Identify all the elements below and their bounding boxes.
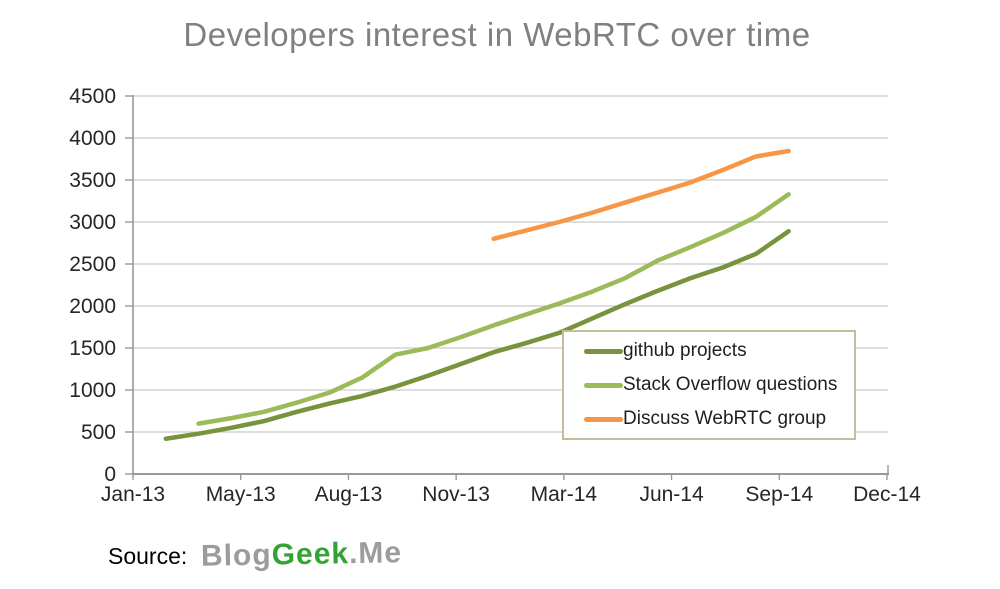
y-tick-label: 3500 bbox=[69, 169, 116, 192]
series-line-github-projects bbox=[163, 228, 791, 441]
legend-item-github-projects: github projects bbox=[584, 340, 854, 362]
series-line-stack-overflow-questions bbox=[196, 192, 791, 426]
y-tick-label: 4000 bbox=[69, 127, 116, 150]
series-line-discuss-webrtc-group bbox=[491, 148, 791, 242]
x-tick-label: Jun-14 bbox=[639, 483, 704, 506]
y-tick-label: 1000 bbox=[69, 379, 116, 402]
logo-part-blog: Blog bbox=[200, 538, 273, 573]
y-tick-label: 0 bbox=[104, 463, 116, 486]
legend-label: Discuss WebRTC group bbox=[623, 408, 827, 429]
x-tick-label: May-13 bbox=[206, 483, 276, 506]
bloggeek-logo: BlogGeek.Me bbox=[201, 536, 403, 574]
x-tick-label: Jan-13 bbox=[101, 483, 165, 506]
y-tick-label: 1500 bbox=[69, 337, 116, 360]
legend: github projects Stack Overflow questions… bbox=[562, 330, 856, 440]
x-tick-label: Aug-13 bbox=[315, 483, 383, 506]
legend-label: Stack Overflow questions bbox=[623, 374, 838, 395]
legend-item-discuss-webrtc-group: Discuss WebRTC group bbox=[584, 408, 854, 430]
source-label: Source: bbox=[108, 543, 188, 569]
chart-title: Developers interest in WebRTC over time bbox=[183, 16, 811, 53]
legend-swatch-stack-overflow-questions bbox=[584, 382, 623, 388]
source-row: Source: BlogGeek.Me bbox=[108, 536, 403, 574]
y-tick-label: 500 bbox=[81, 421, 116, 444]
legend-swatch-discuss-webrtc-group bbox=[584, 416, 623, 422]
y-tick-label: 2000 bbox=[69, 295, 116, 318]
y-tick-label: 2500 bbox=[69, 253, 116, 276]
x-tick-label: Sep-14 bbox=[745, 483, 813, 506]
logo-part-me: .Me bbox=[349, 536, 403, 571]
y-tick-label: 4500 bbox=[69, 85, 116, 108]
x-tick-label: Nov-13 bbox=[422, 483, 490, 506]
legend-swatch-github-projects bbox=[584, 348, 623, 354]
x-tick-label: Dec-14 bbox=[853, 483, 921, 506]
y-tick-label: 3000 bbox=[69, 211, 116, 234]
x-tick-label: Mar-14 bbox=[531, 483, 598, 506]
logo-part-geek: Geek bbox=[271, 537, 350, 572]
legend-item-stack-overflow-questions: Stack Overflow questions bbox=[584, 374, 854, 396]
legend-label: github projects bbox=[623, 340, 747, 361]
